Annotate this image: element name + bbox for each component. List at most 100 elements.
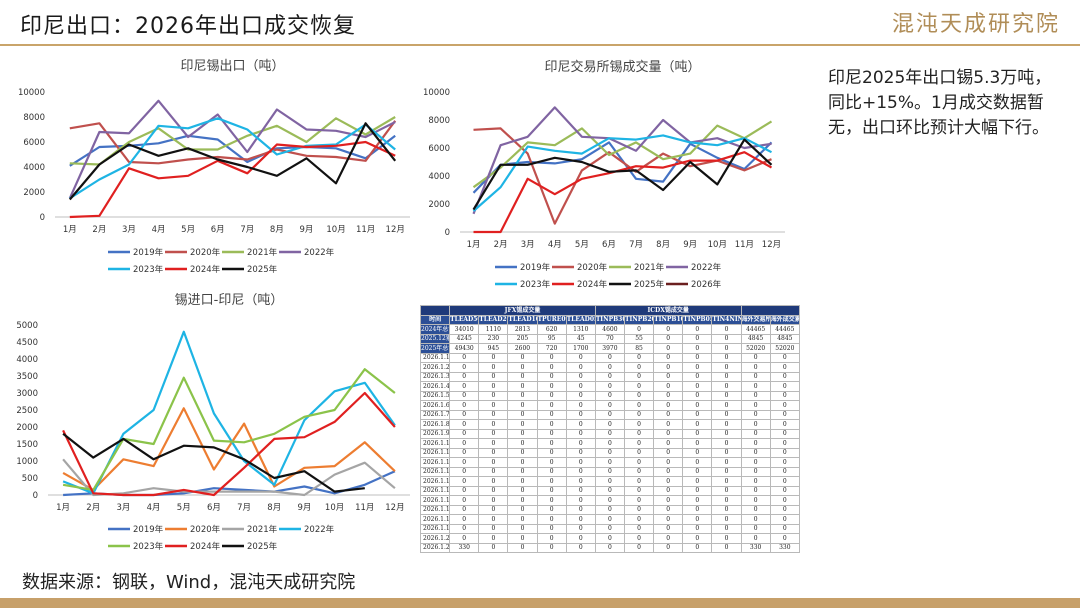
table-cell: 0 — [682, 371, 713, 382]
table-cell: 0 — [623, 381, 655, 392]
table-cell: 0 — [653, 409, 684, 420]
table-column-header: 海外成交累计 — [769, 314, 801, 325]
table-row-label: 2024年总计 — [419, 324, 451, 335]
legend-label: 2022年 — [691, 262, 722, 273]
table-cell: 0 — [682, 400, 713, 411]
table-cell: 0 — [565, 476, 596, 487]
table-cell: 0 — [653, 343, 684, 354]
table-cell: 0 — [565, 400, 596, 411]
table-row-label: 2026.1.7 — [419, 409, 451, 420]
table-cell: 0 — [769, 362, 801, 373]
table-cell: 1310 — [565, 324, 596, 335]
table-cell: 0 — [682, 419, 713, 430]
table-row-label: 2026.1.1 — [419, 352, 451, 363]
table-cell: 0 — [682, 533, 713, 544]
table-cell: 0 — [682, 438, 713, 449]
table-column-header: 时间 — [419, 314, 451, 325]
brand-logo: 混沌天成研究院 — [891, 12, 1060, 37]
table-cell: 0 — [623, 419, 655, 430]
table-cell: 0 — [653, 542, 684, 553]
table-cell: 4245 — [449, 333, 480, 344]
table-cell: 0 — [769, 447, 801, 458]
table-cell: 0 — [478, 352, 509, 363]
x-tick-label: 11月 — [735, 240, 754, 250]
table-row-label: 2026.1.3 — [419, 371, 451, 382]
table-cell: 0 — [711, 533, 742, 544]
table-row: 2026.1.2 0 0 0 0 0 0 0 0 0 0 0 0 — [419, 362, 801, 373]
table-cell: 85 — [623, 343, 655, 354]
table-cell: 0 — [536, 495, 567, 506]
table-cell: 0 — [711, 523, 742, 534]
table-cell: 0 — [536, 523, 567, 534]
table-cell: 0 — [623, 352, 655, 363]
table-cell: 0 — [478, 476, 509, 487]
x-tick-label: 10月 — [325, 503, 344, 513]
table-cell: 0 — [449, 428, 480, 439]
table-cell: 0 — [565, 409, 596, 420]
summary-note: 印尼2025年出口锡5.3万吨，同比+15%。1月成交数据暂无，出口环比预计大幅… — [828, 68, 1052, 138]
table-cell: 0 — [711, 352, 742, 363]
table-row: 2026.1.4 0 0 0 0 0 0 0 0 0 0 0 0 — [419, 381, 801, 392]
y-tick-label: 8000 — [23, 113, 45, 123]
legend-label: 2019年 — [520, 262, 551, 273]
table-cell: 0 — [711, 485, 742, 496]
table-cell: 0 — [623, 362, 655, 373]
table-cell: 0 — [594, 476, 625, 487]
table-cell: 0 — [653, 333, 684, 344]
table-cell: 0 — [565, 523, 596, 534]
table-cell: 0 — [565, 542, 596, 553]
table-cell: 0 — [449, 485, 480, 496]
table-cell: 0 — [449, 476, 480, 487]
table-cell: 0 — [507, 371, 538, 382]
table-cell: 0 — [740, 428, 771, 439]
table-cell: 0 — [565, 362, 596, 373]
table-cell: 0 — [565, 428, 596, 439]
x-tick-label: 8月 — [267, 503, 281, 513]
table-cell: 0 — [711, 447, 742, 458]
table-cell: 720 — [536, 343, 567, 354]
table-row: 2026.1.9 0 0 0 0 0 0 0 0 0 0 0 0 — [419, 428, 801, 439]
chart-tin-import-indonesia: 锡进口-印尼（吨） 0 500 1000 1500 2000 2500 3000 3500 400… — [16, 293, 410, 552]
table-cell: 0 — [565, 438, 596, 449]
series-line-2021年 — [69, 116, 396, 166]
table-cell: 0 — [478, 381, 509, 392]
table-row-label: 2026.1.20 — [419, 533, 451, 544]
table-cell: 0 — [478, 457, 509, 468]
series-line-2025年 — [472, 138, 773, 211]
table-row-label: 2026.1.17 — [419, 504, 451, 515]
table-cell: 0 — [682, 542, 713, 553]
table-cell: 0 — [507, 409, 538, 420]
table-cell: 0 — [740, 362, 771, 373]
table-cell: 0 — [536, 371, 567, 382]
table-column-header: TINPB300 — [594, 314, 625, 325]
table-cell: 0 — [711, 333, 742, 344]
table-cell: 0 — [594, 514, 625, 525]
table-cell: 0 — [478, 514, 509, 525]
table-row: 2026.1.12000000000000 — [419, 457, 801, 468]
table-cell: 4600 — [594, 324, 625, 335]
table-cell: 0 — [449, 457, 480, 468]
table-cell: 0 — [682, 514, 713, 525]
table-cell: 0 — [449, 390, 480, 401]
x-tick-label: 4月 — [152, 225, 166, 235]
table-cell: 0 — [478, 362, 509, 373]
table-cell: 0 — [507, 533, 538, 544]
table-cell: 0 — [653, 428, 684, 439]
table-row: 2026.1.17000000000000 — [419, 504, 801, 515]
table-row-label: 2026.1.5 — [419, 390, 451, 401]
table-cell: 0 — [623, 485, 655, 496]
table-summary-row: 2025年总计494309452600720170039708500052020… — [419, 343, 801, 354]
table-row: 2026.1.5 0 0 0 0 0 0 0 0 0 0 0 0 — [419, 390, 801, 401]
series-line-2022年 — [68, 99, 396, 199]
table-cell: 0 — [682, 504, 713, 515]
table-cell: 0 — [711, 457, 742, 468]
table-cell: 0 — [536, 542, 567, 553]
series-line-2020年 — [473, 127, 772, 225]
table-cell: 0 — [536, 504, 567, 515]
table-group-row: JFX锡成交量 ICDX锡成交量 — [419, 305, 801, 316]
y-tick-label: 0 — [445, 228, 450, 238]
table-cell: 0 — [565, 504, 596, 515]
table-cell: 0 — [565, 533, 596, 544]
table-cell: 0 — [536, 381, 567, 392]
table-cell: 0 — [449, 504, 480, 515]
